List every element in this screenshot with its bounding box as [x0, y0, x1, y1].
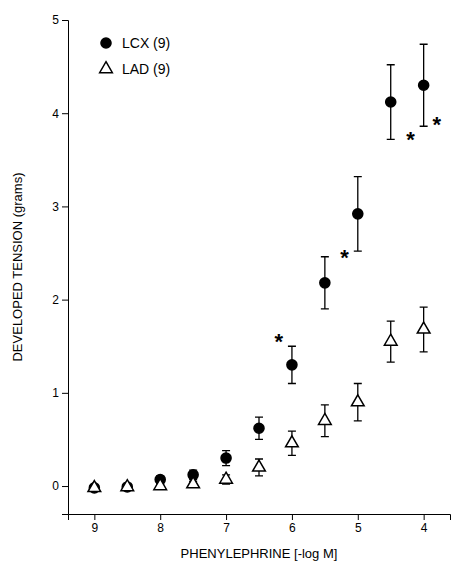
tick-mark [94, 514, 95, 520]
tick-mark [62, 20, 68, 21]
tick: 3 [52, 200, 68, 214]
tick-mark [62, 393, 68, 394]
point [220, 472, 233, 483]
tick-label: 0 [52, 479, 59, 493]
annotation: * [340, 245, 349, 270]
tick-label: 5 [52, 13, 59, 27]
tick-label: 9 [92, 521, 99, 535]
tick: 1 [52, 386, 68, 400]
tick-mark [424, 514, 425, 520]
point [88, 481, 101, 492]
tick-mark [292, 514, 293, 520]
tick: 5 [355, 514, 362, 535]
point [254, 423, 264, 433]
point [287, 360, 297, 370]
tick-label: 4 [421, 521, 428, 535]
annotations: * * * * [274, 112, 441, 354]
tick: 4 [421, 514, 428, 535]
tick-mark [62, 206, 68, 207]
point [286, 436, 299, 447]
point [384, 334, 397, 345]
tick-label: 1 [52, 386, 59, 400]
legend-label: LCX (9) [122, 35, 170, 51]
annotation: * [406, 127, 415, 152]
legend-symbol [101, 38, 111, 48]
tick-mark [160, 514, 161, 520]
tick: 0 [52, 479, 68, 493]
point [121, 480, 134, 491]
legend-item: LCX (9) [101, 35, 170, 51]
tick-label: 2 [52, 293, 59, 307]
legend-label: LAD (9) [122, 61, 170, 77]
tick-label: 8 [157, 521, 164, 535]
chart-container: 9 8 7 6 5 4 0 1 2 3 4 5 PHENYLEPHRINE [-log M] DEVELO… [0, 0, 474, 572]
point [353, 209, 363, 219]
tick: 5 [52, 13, 68, 27]
tick: 7 [223, 514, 230, 535]
point [154, 479, 167, 490]
point [253, 460, 266, 471]
legend-symbol [100, 62, 113, 73]
y-axis-title: DEVELOPED TENSION (grams) [10, 172, 25, 361]
tick-mark [62, 486, 68, 487]
tick-label: 5 [355, 521, 362, 535]
x-axis-title: PHENYLEPHRINE [-log M] [181, 546, 338, 561]
y-axis: 0 1 2 3 4 5 [52, 13, 68, 514]
chart: 9 8 7 6 5 4 0 1 2 3 4 5 PHENYLEPHRINE [-log M] DEVELO… [0, 0, 474, 572]
tick-mark [226, 514, 227, 520]
annotation: * [274, 329, 283, 354]
tick-label: 4 [52, 107, 59, 121]
point [351, 395, 364, 406]
tick: 2 [52, 293, 68, 307]
series [89, 44, 428, 493]
tick: 6 [289, 514, 296, 535]
point [221, 453, 231, 463]
tick: 8 [157, 514, 164, 535]
marks [88, 44, 430, 493]
tick-mark [62, 300, 68, 301]
point [320, 278, 330, 288]
point [417, 322, 430, 333]
axis-line [69, 515, 451, 521]
point [319, 413, 332, 424]
tick-mark [358, 514, 359, 520]
tick-label: 3 [52, 200, 59, 214]
x-axis: 9 8 7 6 5 4 [69, 514, 451, 535]
tick: 4 [52, 107, 68, 121]
legend: LCX (9) LAD (9) [100, 35, 171, 77]
tick-label: 6 [289, 521, 296, 535]
point [386, 97, 396, 107]
plot: 9 8 7 6 5 4 0 1 2 3 4 5 PHENYLEPHRINE [-log M] DEVELO… [10, 13, 451, 561]
axis-line [62, 21, 69, 515]
tick-label: 7 [223, 521, 230, 535]
series [88, 307, 430, 491]
tick-mark [62, 113, 68, 114]
annotation: * [433, 112, 442, 137]
point [187, 477, 200, 488]
point [419, 80, 429, 90]
tick: 9 [92, 514, 99, 535]
legend-item: LAD (9) [100, 61, 171, 77]
